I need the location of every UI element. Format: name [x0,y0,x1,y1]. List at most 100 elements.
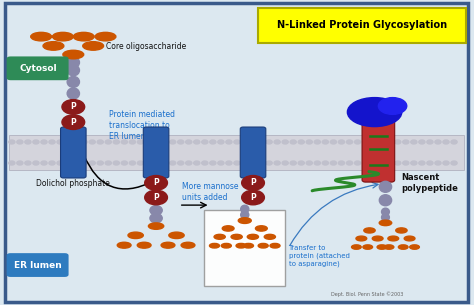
Circle shape [250,140,256,144]
Circle shape [137,140,144,144]
Ellipse shape [117,242,131,248]
Circle shape [73,161,79,165]
Circle shape [62,99,85,114]
Circle shape [242,190,264,205]
Ellipse shape [181,242,195,248]
Ellipse shape [241,211,249,219]
Circle shape [338,140,345,144]
Circle shape [322,140,328,144]
Ellipse shape [67,57,80,68]
FancyBboxPatch shape [204,210,285,286]
Text: Dolichol phosphate: Dolichol phosphate [36,179,110,188]
Ellipse shape [270,243,280,248]
Text: Transfer to
protein (attached
to asparagine): Transfer to protein (attached to asparag… [289,245,349,267]
Circle shape [290,161,296,165]
Ellipse shape [244,243,254,248]
Circle shape [290,140,296,144]
Ellipse shape [236,243,246,248]
Circle shape [89,161,95,165]
Text: P: P [153,178,159,187]
FancyBboxPatch shape [5,3,468,302]
Circle shape [89,140,95,144]
Ellipse shape [352,245,361,249]
Text: P: P [250,193,256,202]
Circle shape [274,140,280,144]
Circle shape [210,140,216,144]
Ellipse shape [410,245,419,249]
Circle shape [411,140,417,144]
Circle shape [170,140,176,144]
Ellipse shape [241,205,249,213]
Circle shape [443,140,449,144]
FancyBboxPatch shape [61,127,86,178]
Circle shape [403,161,409,165]
Ellipse shape [128,232,143,239]
Ellipse shape [264,234,275,239]
Ellipse shape [150,214,162,223]
Ellipse shape [255,226,267,231]
Ellipse shape [150,206,162,215]
Circle shape [403,140,409,144]
Circle shape [186,140,192,144]
Text: P: P [71,118,76,127]
Circle shape [234,140,240,144]
Circle shape [274,161,280,165]
Circle shape [73,140,79,144]
Ellipse shape [53,32,73,41]
Ellipse shape [148,223,164,229]
Circle shape [322,161,328,165]
Circle shape [194,140,200,144]
Circle shape [427,161,433,165]
Ellipse shape [221,243,231,248]
Circle shape [314,161,320,165]
Text: Protein mediated
translocation to
ER lumen: Protein mediated translocation to ER lum… [109,110,175,141]
Ellipse shape [238,218,251,224]
Circle shape [146,161,152,165]
Circle shape [129,161,136,165]
Circle shape [298,161,304,165]
Ellipse shape [161,242,175,248]
Text: Dept. Biol. Penn State ©2003: Dept. Biol. Penn State ©2003 [331,292,403,297]
Ellipse shape [363,245,373,249]
Circle shape [330,140,337,144]
Ellipse shape [63,50,84,59]
Circle shape [338,161,345,165]
Circle shape [178,161,184,165]
Ellipse shape [379,181,392,192]
Circle shape [65,140,71,144]
Ellipse shape [388,236,399,241]
Circle shape [113,161,119,165]
Circle shape [25,140,31,144]
Circle shape [105,140,111,144]
Circle shape [97,140,103,144]
Ellipse shape [382,208,389,215]
FancyBboxPatch shape [362,120,395,182]
Circle shape [162,140,168,144]
Ellipse shape [404,236,415,241]
FancyBboxPatch shape [240,127,266,178]
Circle shape [363,161,369,165]
Circle shape [129,140,136,144]
Circle shape [435,140,441,144]
Circle shape [346,140,353,144]
Circle shape [9,140,15,144]
Circle shape [57,140,63,144]
Circle shape [154,161,160,165]
Ellipse shape [398,245,408,249]
Circle shape [202,161,208,165]
Circle shape [186,161,192,165]
Circle shape [330,161,337,165]
Circle shape [33,161,39,165]
Ellipse shape [67,88,80,99]
Circle shape [306,140,312,144]
Circle shape [210,161,216,165]
Circle shape [65,161,71,165]
Circle shape [202,140,208,144]
Circle shape [355,140,361,144]
Circle shape [113,140,119,144]
Circle shape [379,161,385,165]
Ellipse shape [222,226,234,231]
Ellipse shape [214,234,225,239]
Circle shape [306,161,312,165]
Circle shape [419,161,425,165]
